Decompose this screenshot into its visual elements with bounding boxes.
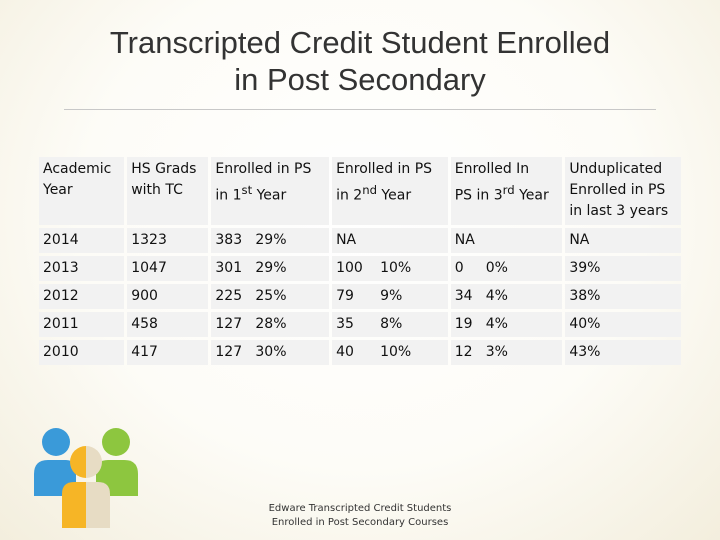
cell-year: 2012 <box>39 284 125 309</box>
cell-year: 2011 <box>39 312 125 337</box>
cell-grads: 1047 <box>127 256 209 281</box>
header-hs-grads: HS Grads with TC <box>127 157 209 225</box>
table-row: 2010 417 127 30% 40 10% 12 3% 43% <box>39 340 681 365</box>
cell-enrolled-2nd: NA <box>332 228 448 253</box>
cell-enrolled-2nd: 100 10% <box>332 256 448 281</box>
cell-enrolled-3rd: 12 3% <box>450 340 563 365</box>
header-enrolled-2nd: Enrolled in PS in 2nd Year <box>332 157 448 225</box>
header-enrolled-1st: Enrolled in PS in 1st Year <box>211 157 330 225</box>
cell-enrolled-3rd: 19 4% <box>450 312 563 337</box>
cell-enrolled-2nd: 35 8% <box>332 312 448 337</box>
cell-unduplicated: 40% <box>565 312 681 337</box>
enrollment-table: Academic Year HS Grads with TC Enrolled … <box>36 154 684 368</box>
title-line-1: Transcripted Credit Student Enrolled <box>109 25 611 60</box>
cell-grads: 900 <box>127 284 209 309</box>
header-unduplicated: Unduplicated Enrolled in PS in last 3 ye… <box>565 157 681 225</box>
table-row: 2014 1323 383 29% NA NA NA <box>39 228 681 253</box>
cell-enrolled-1st: 127 30% <box>211 340 330 365</box>
cell-unduplicated: 38% <box>565 284 681 309</box>
cell-unduplicated: NA <box>565 228 681 253</box>
cell-enrolled-3rd: 0 0% <box>450 256 563 281</box>
header-enrolled-3rd: Enrolled In PS in 3rd Year <box>450 157 563 225</box>
cell-grads: 1323 <box>127 228 209 253</box>
page-title: Transcripted Credit Student Enrolled in … <box>40 24 680 98</box>
title-line-2: in Post Secondary <box>234 62 486 97</box>
cell-enrolled-3rd: NA <box>450 228 563 253</box>
cell-grads: 417 <box>127 340 209 365</box>
title-divider <box>64 109 656 110</box>
cell-enrolled-1st: 383 29% <box>211 228 330 253</box>
table-row: 2012 900 225 25% 79 9% 34 4% 38% <box>39 284 681 309</box>
cell-enrolled-2nd: 79 9% <box>332 284 448 309</box>
header-academic-year: Academic Year <box>39 157 125 225</box>
cell-grads: 458 <box>127 312 209 337</box>
cell-enrolled-3rd: 34 4% <box>450 284 563 309</box>
cell-enrolled-2nd: 40 10% <box>332 340 448 365</box>
cell-year: 2010 <box>39 340 125 365</box>
table-row: 2013 1047 301 29% 100 10% 0 0% 39% <box>39 256 681 281</box>
table-row: 2011 458 127 28% 35 8% 19 4% 40% <box>39 312 681 337</box>
header-row: Academic Year HS Grads with TC Enrolled … <box>39 157 681 225</box>
cell-enrolled-1st: 225 25% <box>211 284 330 309</box>
image-caption: Edware Transcripted Credit Students Enro… <box>268 503 452 528</box>
cell-year: 2013 <box>39 256 125 281</box>
people-group-icon <box>34 428 138 528</box>
cell-enrolled-1st: 127 28% <box>211 312 330 337</box>
cell-enrolled-1st: 301 29% <box>211 256 330 281</box>
cell-year: 2014 <box>39 228 125 253</box>
cell-unduplicated: 43% <box>565 340 681 365</box>
cell-unduplicated: 39% <box>565 256 681 281</box>
